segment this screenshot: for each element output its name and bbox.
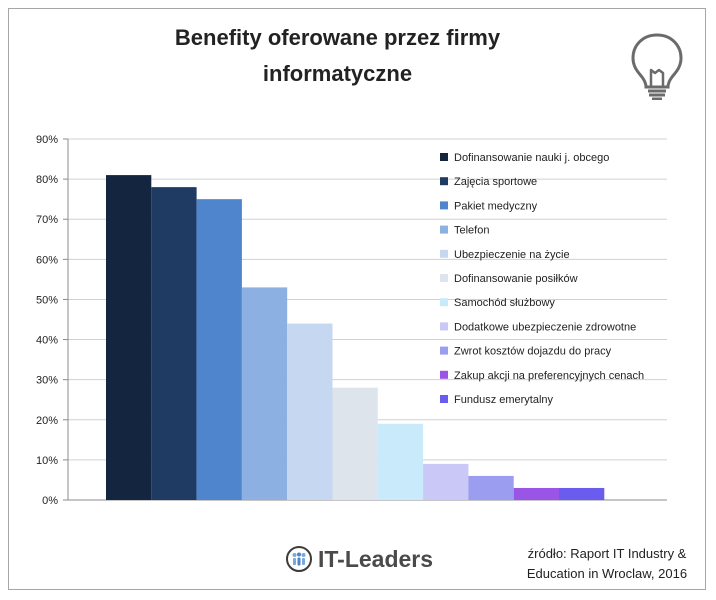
legend-swatch xyxy=(440,153,448,161)
logo-text: IT-Leaders xyxy=(318,545,434,572)
y-tick-label: 0% xyxy=(42,495,58,507)
legend-label: Samochód służbowy xyxy=(454,297,555,309)
legend-label: Ubezpieczenie na życie xyxy=(454,249,570,261)
chart-title-line1: Benefity oferowane przez firmy xyxy=(174,25,501,50)
legend-label: Fundusz emerytalny xyxy=(454,394,554,406)
y-tick-label: 20% xyxy=(36,415,58,427)
it-leaders-logo-icon xyxy=(286,546,312,572)
bar xyxy=(287,323,333,500)
legend-label: Zajęcia sportowe xyxy=(454,176,537,188)
legend-label: Pakiet medyczny xyxy=(454,200,538,212)
y-tick-label: 80% xyxy=(36,174,58,186)
bar xyxy=(106,175,152,500)
legend-swatch xyxy=(440,177,448,186)
legend-label: Zakup akcji na preferencyjnych cenach xyxy=(454,370,644,382)
legend-label: Zwrot kosztów dojazdu do pracy xyxy=(454,346,612,358)
source-line1: źródło: Raport IT Industry & xyxy=(527,546,687,561)
bar xyxy=(332,387,378,500)
legend-label: Dodatkowe ubezpieczenie zdrowotne xyxy=(454,321,636,333)
y-tick-label: 70% xyxy=(36,214,58,226)
bar xyxy=(559,487,605,500)
legend-swatch xyxy=(440,249,448,258)
chart-title: Benefity oferowane przez firmy informaty… xyxy=(90,20,585,92)
bar xyxy=(196,199,242,500)
lightbulb-icon xyxy=(631,33,683,100)
bar xyxy=(513,487,559,500)
legend-swatch xyxy=(440,225,448,234)
legend-swatch xyxy=(440,346,448,355)
legend-swatch xyxy=(440,298,448,307)
y-tick-label: 10% xyxy=(36,455,58,467)
y-tick-label: 90% xyxy=(36,134,58,146)
y-tick-label: 50% xyxy=(36,294,58,306)
bar xyxy=(423,463,469,500)
y-tick-label: 40% xyxy=(36,335,58,347)
legend-label: Telefon xyxy=(454,225,489,237)
it-leaders-logo: IT-Leaders xyxy=(286,542,433,576)
bar xyxy=(377,423,424,500)
legend-label: Dofinansowanie posiłków xyxy=(454,273,578,285)
legend-swatch xyxy=(440,201,448,210)
chart-title-line2: informatyczne xyxy=(262,61,413,86)
y-tick-label: 30% xyxy=(36,375,58,387)
source-note: źródło: Raport IT Industry & Education i… xyxy=(512,544,702,584)
bar xyxy=(151,187,197,500)
legend-swatch xyxy=(440,274,448,282)
legend-swatch xyxy=(440,370,448,379)
bar xyxy=(468,475,514,500)
legend-swatch xyxy=(440,322,448,331)
legend-swatch xyxy=(440,395,448,403)
y-tick-label: 60% xyxy=(36,254,58,266)
bar xyxy=(241,287,288,500)
legend-label: Dofinansowanie nauki j. obcego xyxy=(454,152,609,164)
source-line2: Education in Wroclaw, 2016 xyxy=(526,566,688,581)
